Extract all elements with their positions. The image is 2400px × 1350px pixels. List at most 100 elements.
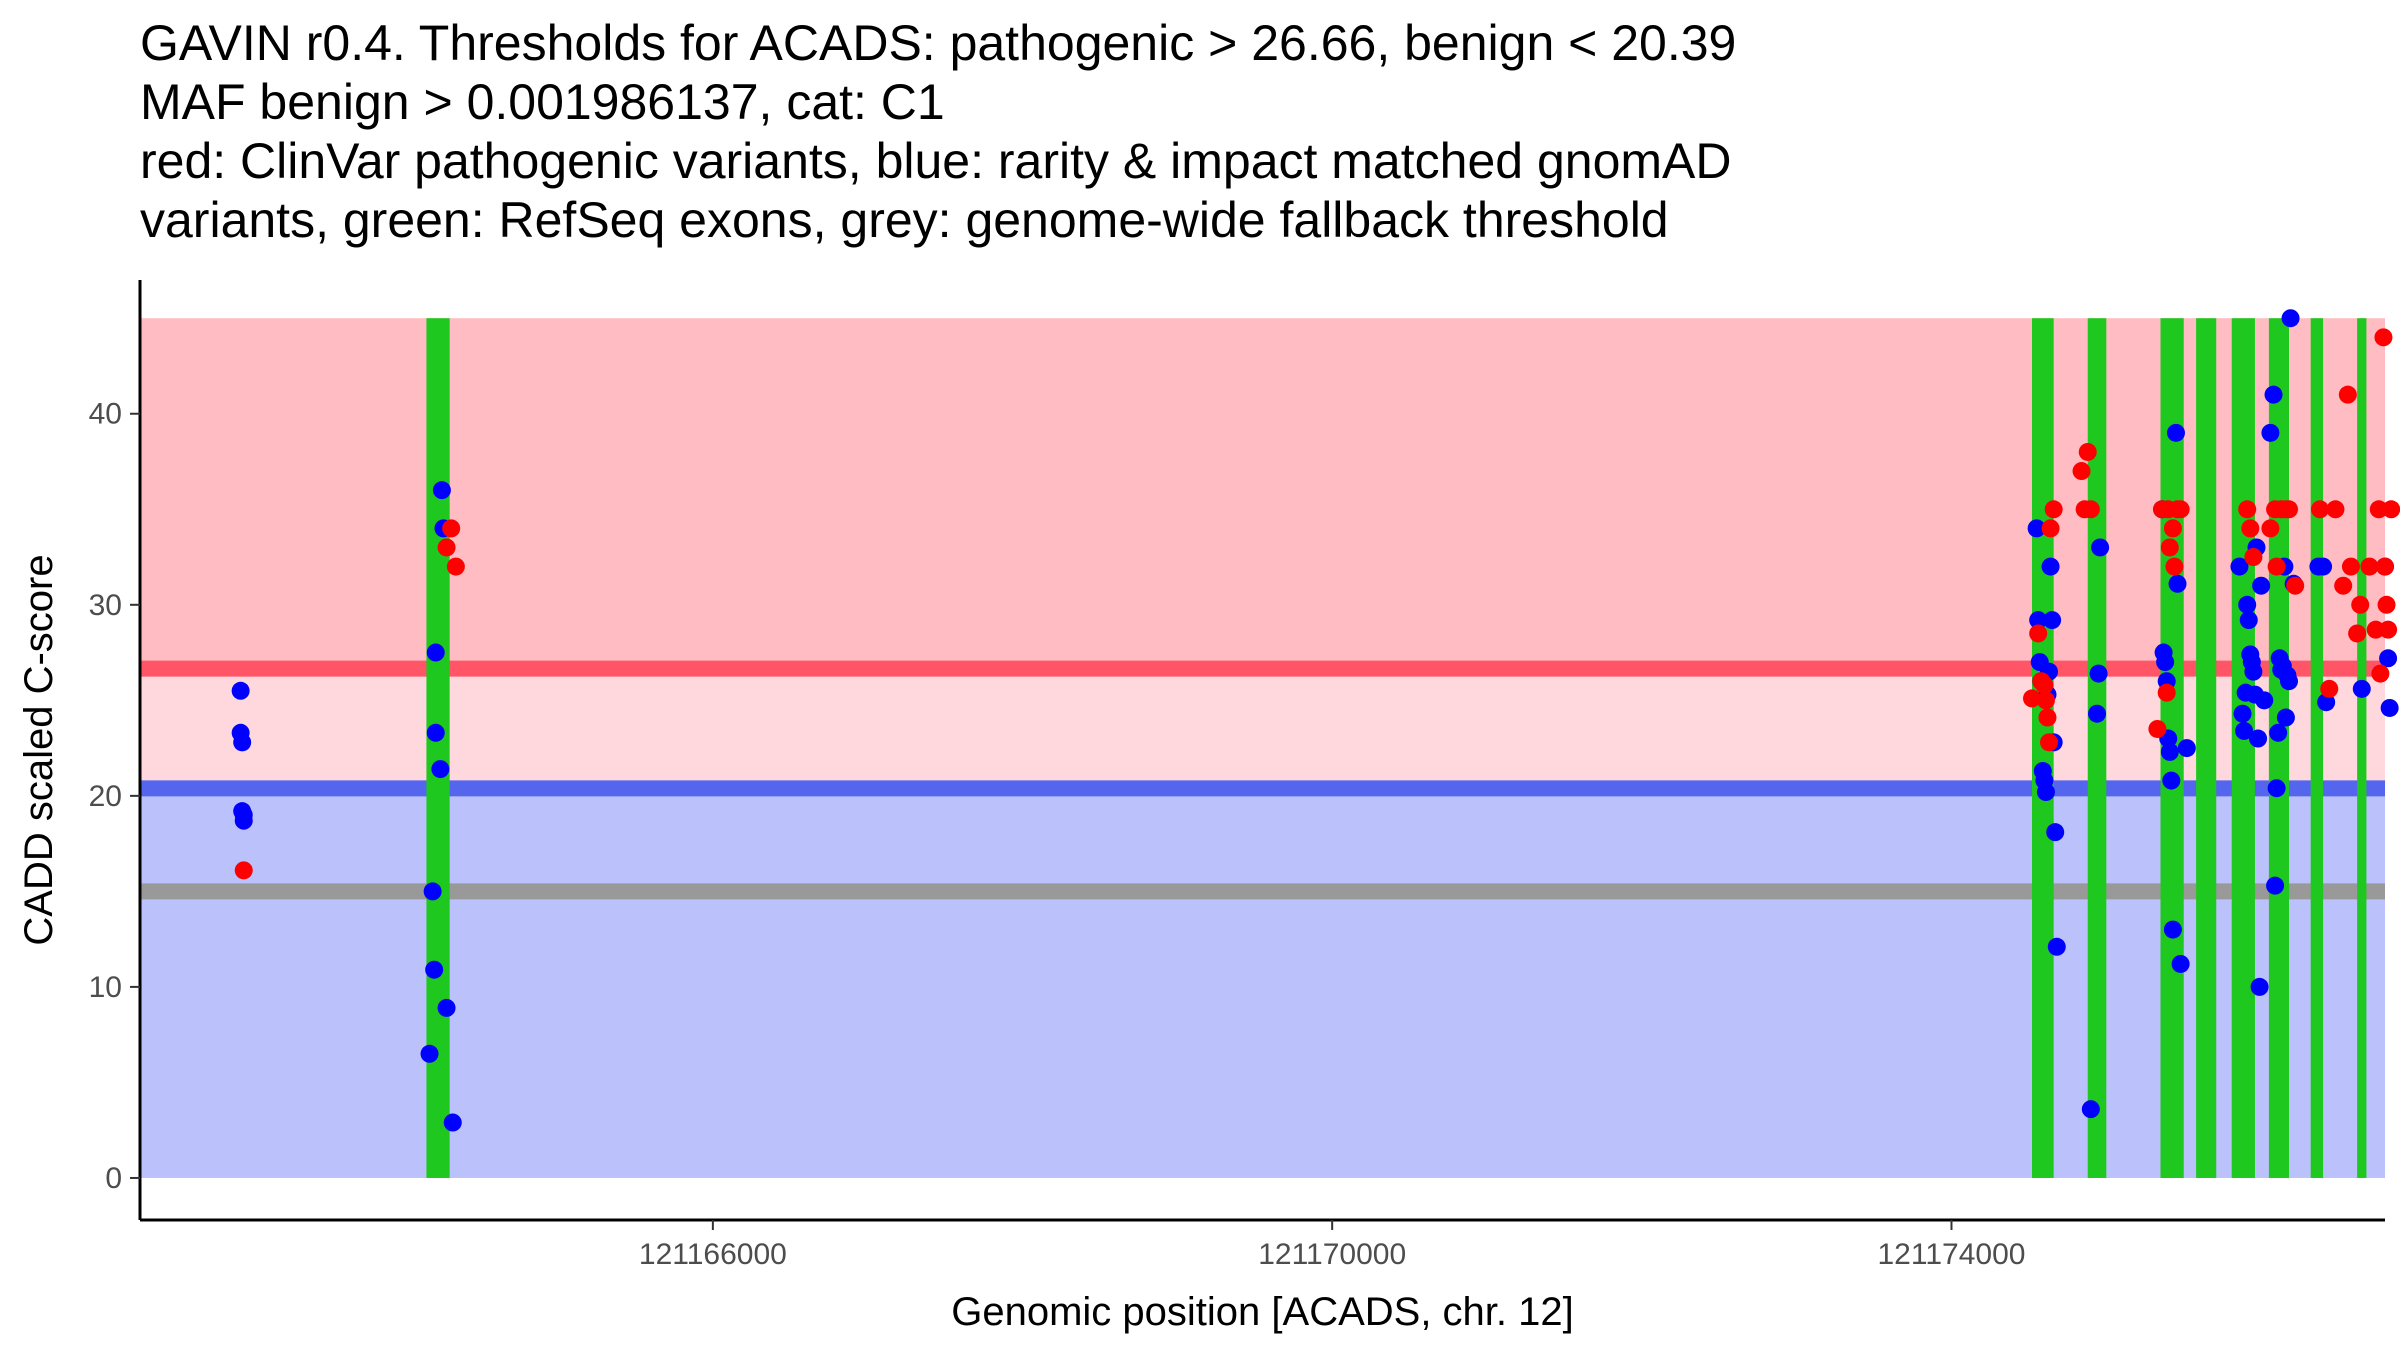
y-tick-label: 10 bbox=[89, 971, 122, 1004]
clinvar-point-1 bbox=[234, 861, 253, 880]
clinvar-point-14 bbox=[2072, 462, 2091, 481]
gnomad-point-37 bbox=[2156, 653, 2175, 672]
gnomad-point-74 bbox=[2281, 309, 2300, 328]
gnomad-point-34 bbox=[2091, 538, 2110, 557]
clinvar-point-49 bbox=[2374, 328, 2393, 347]
clinvar-point-44 bbox=[2351, 595, 2370, 614]
clinvar-point-24 bbox=[2165, 557, 2184, 576]
intermediate-region bbox=[140, 668, 2385, 789]
gnomad-point-41 bbox=[2162, 771, 2181, 790]
y-tick-label: 30 bbox=[89, 589, 122, 622]
gnomad-point-3 bbox=[233, 733, 252, 752]
y-tick-label: 40 bbox=[89, 398, 122, 431]
x-tick-label: 121174000 bbox=[1878, 1238, 2026, 1271]
gnomad-point-16 bbox=[443, 1113, 462, 1132]
clinvar-point-48 bbox=[2371, 664, 2390, 683]
variant-points bbox=[231, 309, 2400, 1132]
exon-bar-5 bbox=[2196, 318, 2217, 1178]
clinvar-point-11 bbox=[2040, 733, 2059, 752]
gnomad-point-18 bbox=[2029, 611, 2048, 630]
gnomad-point-46 bbox=[2177, 739, 2196, 758]
gnomad-point-17 bbox=[2027, 519, 2046, 538]
clinvar-point-10 bbox=[2038, 708, 2057, 727]
gnomad-point-23 bbox=[2036, 783, 2055, 802]
clinvar-point-39 bbox=[2326, 500, 2345, 519]
clinvar-point-47 bbox=[2369, 500, 2388, 519]
gnomad-point-61 bbox=[2255, 691, 2274, 710]
gnomad-point-31 bbox=[2081, 1100, 2100, 1119]
clinvar-point-43 bbox=[2348, 624, 2367, 643]
clinvar-point-12 bbox=[2041, 519, 2060, 538]
gnomad-point-58 bbox=[2249, 729, 2268, 748]
clinvar-point-32 bbox=[2267, 557, 2286, 576]
gnomad-point-77 bbox=[2314, 557, 2333, 576]
clinvar-point-2 bbox=[437, 538, 456, 557]
clinvar-point-50 bbox=[2376, 557, 2394, 576]
gnomad-point-55 bbox=[2244, 662, 2263, 681]
gnomad-point-73 bbox=[2280, 672, 2299, 691]
clinvar-point-29 bbox=[2244, 548, 2263, 567]
clinvar-point-42 bbox=[2341, 557, 2360, 576]
gnomad-point-6 bbox=[234, 811, 253, 830]
clinvar-point-40 bbox=[2334, 576, 2353, 595]
gnomad-point-32 bbox=[2088, 704, 2107, 723]
clinvar-point-13 bbox=[2044, 500, 2063, 519]
axes: 0 10 20 30 40 121166000 121170000 121174000 bbox=[89, 280, 2385, 1271]
clinvar-point-46 bbox=[2366, 620, 2385, 639]
gnomad-point-49 bbox=[2235, 721, 2254, 740]
gnomad-point-47 bbox=[2230, 557, 2249, 576]
gnomad-point-62 bbox=[2261, 423, 2280, 442]
gnomad-point-60 bbox=[2252, 576, 2271, 595]
gnomad-point-1 bbox=[231, 681, 250, 700]
exon-bar-3 bbox=[2087, 318, 2107, 1178]
gnomad-point-7 bbox=[420, 1044, 439, 1063]
clinvar-point-8 bbox=[2035, 676, 2054, 695]
y-tick-label: 20 bbox=[89, 780, 122, 813]
gnomad-point-9 bbox=[426, 643, 445, 662]
exon-bar-6 bbox=[2231, 318, 2255, 1178]
clinvar-point-35 bbox=[2280, 500, 2299, 519]
title-line-4: variants, green: RefSeq exons, grey: gen… bbox=[140, 192, 1669, 248]
gnomad-point-43 bbox=[2166, 423, 2185, 442]
clinvar-point-6 bbox=[2029, 624, 2048, 643]
gnomad-point-82 bbox=[2380, 698, 2399, 717]
exon-bar-9 bbox=[2357, 318, 2367, 1178]
gnomad-points bbox=[231, 309, 2399, 1132]
clinvar-point-17 bbox=[2081, 500, 2100, 519]
exon-bar-7 bbox=[2268, 318, 2290, 1178]
clinvar-point-28 bbox=[2241, 519, 2260, 538]
benign-region bbox=[140, 788, 2385, 1178]
clinvar-point-37 bbox=[2310, 500, 2329, 519]
gnomad-point-30 bbox=[2047, 937, 2066, 956]
y-axis-title: CADD scaled C-score bbox=[17, 554, 61, 945]
clinvar-point-23 bbox=[2163, 519, 2182, 538]
gnomad-point-48 bbox=[2233, 704, 2252, 723]
gnomad-point-14 bbox=[431, 760, 450, 779]
y-tick-label: 0 bbox=[105, 1162, 122, 1195]
gnomad-point-12 bbox=[425, 960, 444, 979]
gnomad-point-64 bbox=[2266, 876, 2285, 895]
clinvar-point-52 bbox=[2379, 620, 2398, 639]
clinvar-point-22 bbox=[2160, 538, 2179, 557]
clinvar-point-3 bbox=[442, 519, 461, 538]
gnomad-point-13 bbox=[426, 723, 445, 742]
title-line-3: red: ClinVar pathogenic variants, blue: … bbox=[140, 133, 1732, 189]
threshold-regions bbox=[140, 318, 2385, 1178]
gnomad-point-40 bbox=[2160, 742, 2179, 761]
x-tick-label: 121166000 bbox=[639, 1238, 787, 1271]
gnomad-point-65 bbox=[2267, 779, 2286, 798]
exon-bar-8 bbox=[2310, 318, 2324, 1178]
threshold-lines bbox=[140, 660, 2385, 900]
clinvar-point-9 bbox=[2036, 691, 2055, 710]
pathogenic-region bbox=[140, 318, 2385, 669]
clinvar-points bbox=[234, 328, 2400, 880]
clinvar-point-5 bbox=[2022, 689, 2041, 708]
title-line-1: GAVIN r0.4. Thresholds for ACADS: pathog… bbox=[140, 15, 1737, 71]
gnomad-point-33 bbox=[2089, 664, 2108, 683]
x-axis-title: Genomic position [ACADS, chr. 12] bbox=[951, 1290, 1574, 1334]
chart-title: GAVIN r0.4. Thresholds for ACADS: pathog… bbox=[140, 14, 1736, 250]
clinvar-point-30 bbox=[2261, 519, 2280, 538]
gnomad-point-8 bbox=[423, 882, 442, 901]
gnomad-point-27 bbox=[2043, 611, 2062, 630]
